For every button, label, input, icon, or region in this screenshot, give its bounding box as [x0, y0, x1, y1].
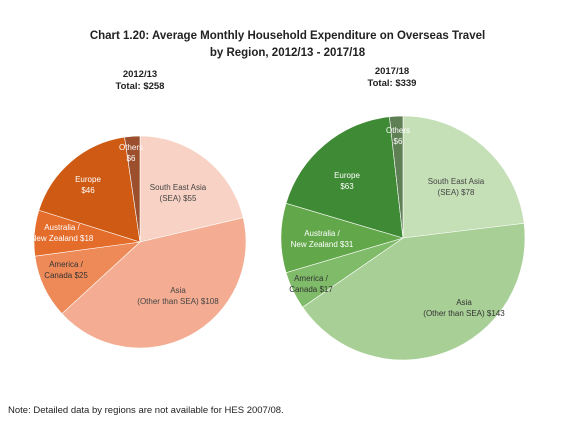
pie-2012-slice-4	[38, 136, 141, 243]
pie-2012-slice-4-label: Europe $46	[75, 175, 101, 195]
pie-2017-slice-4-label: Europe $63	[334, 171, 360, 191]
pie-2012-slice-1	[61, 217, 247, 349]
pie-2012-slice-5-label: Others $6	[119, 143, 143, 163]
pie-2017-period: 2017/18	[374, 66, 410, 77]
pie-2017-total: Total: $339	[367, 78, 417, 89]
pie-2017-slice-0	[402, 115, 525, 239]
pie-2017-header: 2017/18 Total: $339	[337, 66, 447, 90]
pie-2017-slice-5	[389, 115, 404, 239]
pie-2017-slice-4	[285, 116, 404, 239]
pie-2012-slice-2-label: America / Canada $25	[44, 260, 88, 280]
pie-2012-slice-0-label: South East Asia (SEA) $55	[150, 183, 207, 203]
pie-2012-slice-1-label: Asia (Other than SEA) $108	[137, 286, 219, 306]
pie-2017-slice-5-label: Others $6	[386, 126, 410, 146]
pie-2017-slice-0-label: South East Asia (SEA) $78	[428, 177, 485, 197]
pie-2012-header: 2012/13 Total: $258	[85, 69, 195, 93]
pie-2012-total: Total: $258	[115, 81, 165, 92]
pie-2017: South East Asia (SEA) $78 Asia (Other than …	[280, 115, 526, 361]
pie-2012: South East Asia (SEA) $55 Asia (Other than …	[31, 135, 247, 349]
chart-title-line-1: Chart 1.20: Average Monthly Household Ex…	[89, 30, 486, 42]
pie-2017-slice-3-label: Australia / New Zealand $31	[291, 229, 354, 249]
footnote: Note: Detailed data by regions are not a…	[8, 405, 284, 416]
pie-2012-slice-0	[139, 135, 244, 243]
pie-2012-slice-5	[124, 135, 141, 243]
pie-2012-slice-3-label: Australia / New Zealand $18	[31, 223, 94, 243]
pie-2017-slice-1-label: Asia (Other than SEA) $143	[423, 298, 505, 318]
pie-2012-period: 2012/13	[122, 69, 158, 80]
chart-title-line-2: by Region, 2012/13 - 2017/18	[209, 47, 366, 59]
pie-2017-slice-1	[302, 222, 526, 361]
pie-2017-slice-2-label: America / Canada $17	[289, 274, 333, 294]
